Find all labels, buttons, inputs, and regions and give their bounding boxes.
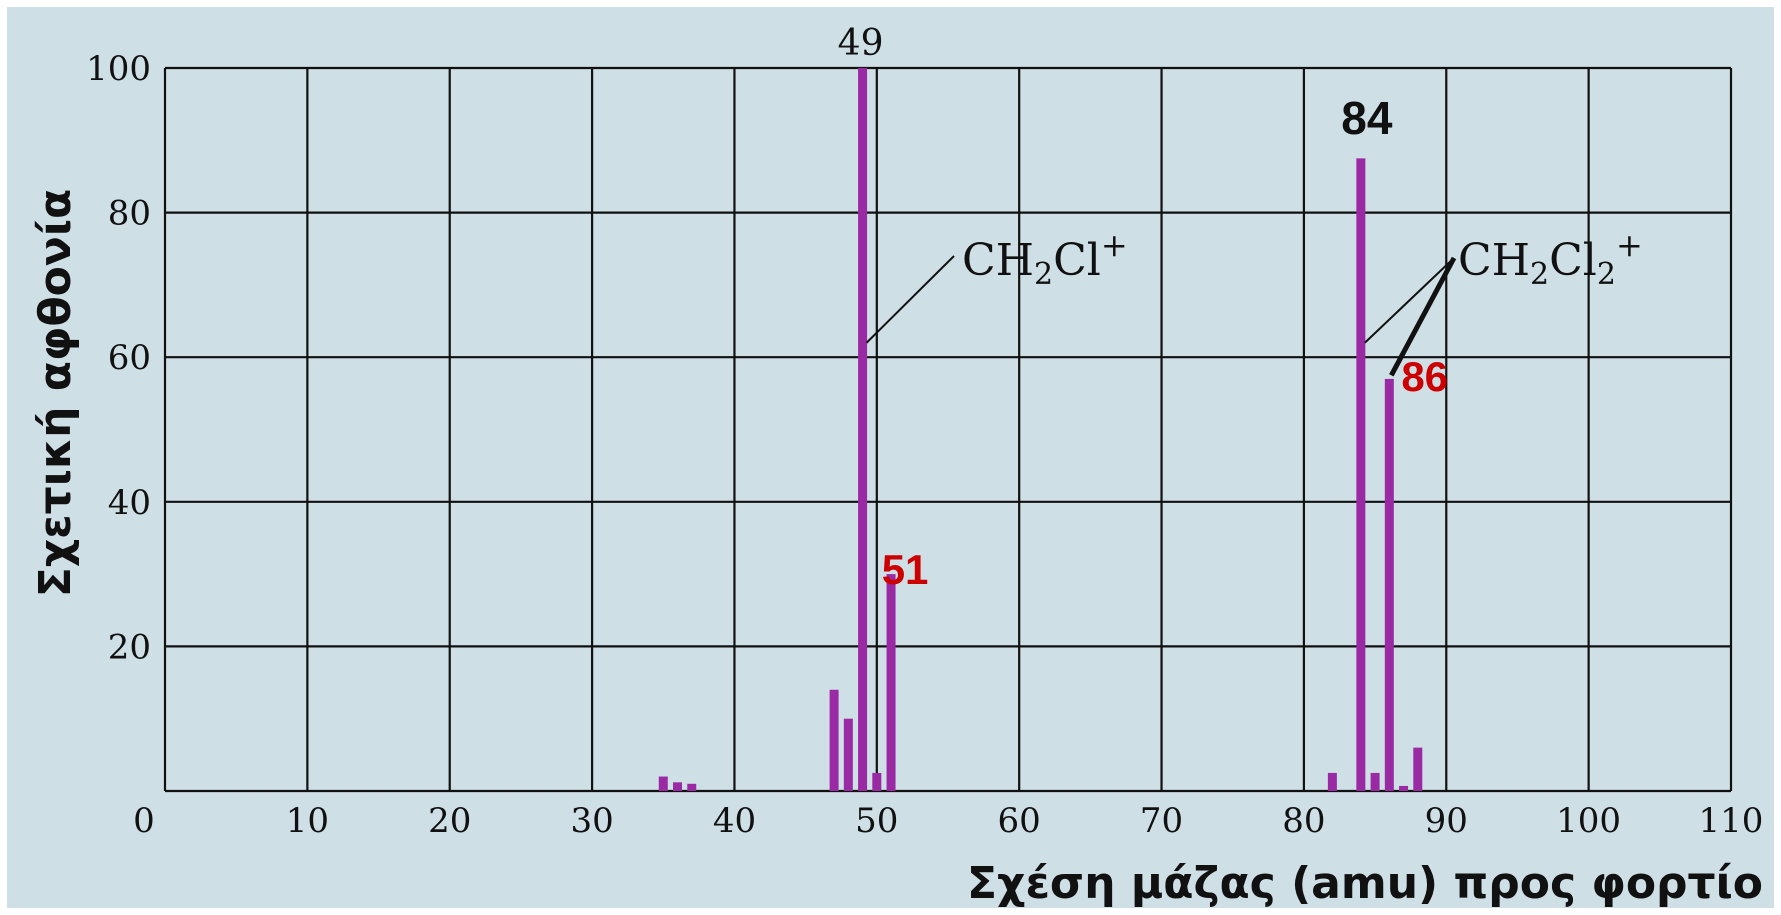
x-tick-label-70: 70	[1140, 801, 1183, 841]
peak-label-86: 86	[1401, 353, 1448, 400]
peak-label-49: 49	[838, 23, 884, 64]
bar-mz-82	[1327, 772, 1337, 791]
x-tick-label-0: 0	[133, 801, 155, 841]
bar-mz-37	[687, 783, 697, 791]
bar-mz-48	[843, 718, 853, 791]
x-tick-label-110: 110	[1699, 801, 1764, 841]
bar-mz-49	[858, 68, 868, 791]
y-tick-label-40: 40	[108, 483, 151, 523]
bar-mz-87	[1399, 785, 1409, 791]
grid	[163, 66, 1733, 793]
x-tick-label-90: 90	[1425, 801, 1468, 841]
bar-mz-36	[673, 782, 683, 791]
x-tick-label-80: 80	[1282, 801, 1325, 841]
y-axis-title: Σχετική αφθονία	[30, 189, 81, 598]
x-tick-label-10: 10	[286, 801, 329, 841]
bar-mz-84	[1356, 158, 1366, 791]
x-axis-title: Σχέση μάζας (amu) προς φορτίο	[967, 858, 1763, 909]
leader-line-ch2cl2-84	[1364, 257, 1455, 344]
y-tick-label-20: 20	[108, 627, 151, 667]
bar-mz-86	[1384, 378, 1394, 791]
x-tick-label-100: 100	[1556, 801, 1621, 841]
annotation-ch2cl2-ion: CH2Cl2+	[1458, 226, 1643, 292]
peak-label-84: 84	[1341, 92, 1393, 144]
bar-mz-88	[1413, 747, 1423, 791]
bar-mz-85	[1370, 772, 1380, 791]
x-tick-label-20: 20	[428, 801, 471, 841]
bars	[658, 68, 1423, 791]
leader-line-ch2cl2-86	[1389, 256, 1457, 377]
bar-mz-35	[658, 776, 668, 791]
peak-label-51: 51	[882, 546, 929, 593]
bar-mz-47	[829, 689, 839, 791]
annotations: CH2Cl+ CH2Cl2+	[865, 226, 1643, 377]
x-tick-label-60: 60	[998, 801, 1041, 841]
annotation-ch2cl-ion: CH2Cl+	[962, 226, 1128, 292]
leader-line-ch2cl	[865, 255, 955, 344]
x-tick-label-30: 30	[570, 801, 613, 841]
bar-mz-50	[872, 772, 882, 791]
x-tick-label-40: 40	[713, 801, 756, 841]
y-tick-label-60: 60	[108, 338, 151, 378]
y-tick-label-100: 100	[86, 49, 151, 89]
x-tick-label-50: 50	[855, 801, 898, 841]
tick-labels: 0 10 20 30 40 50 60 70 80 90 100 110 20 40 60 80 100	[86, 49, 1763, 841]
bar-mz-51	[886, 574, 896, 791]
y-tick-label-80: 80	[108, 194, 151, 234]
